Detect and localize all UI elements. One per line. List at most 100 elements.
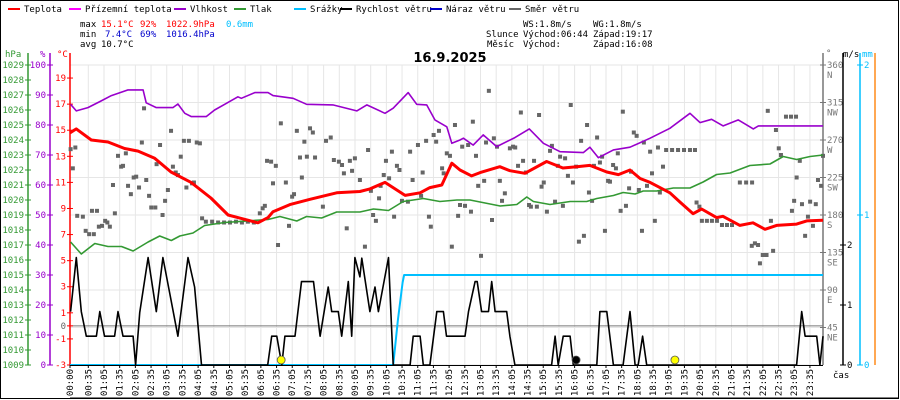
wind-direction-point: [576, 239, 581, 244]
wind-direction-point: [265, 158, 270, 163]
wind-direction-point: [749, 243, 754, 248]
direction-axis-tick-label: 180: [827, 211, 843, 221]
wind-direction-point: [687, 148, 692, 152]
x-tick-label: 06:35: [273, 369, 283, 396]
humidity-axis-tick-label: 30: [35, 271, 46, 281]
pressure-axis-tick-label: 1009: [2, 361, 24, 371]
stat-min-humidity: 69%: [140, 30, 157, 40]
stat-max-temp: 15.1°C: [101, 20, 134, 30]
stat-precip-total: 0.6mm: [226, 20, 253, 30]
wind-direction-point: [408, 149, 413, 154]
wind-direction-point: [103, 218, 108, 223]
temperature-axis-tick-label: 15: [55, 126, 66, 136]
x-tick-label: 08:35: [335, 369, 345, 396]
x-tick-label: 03:35: [178, 369, 188, 396]
humidity-axis-tick-label: 20: [35, 301, 46, 311]
temperature-axis-tick-label: 17: [55, 100, 66, 110]
wind-direction-point: [549, 143, 554, 148]
direction-axis-tick-label: 270: [827, 136, 843, 146]
temperature-axis-tick-label: 13: [55, 152, 66, 162]
wind-direction-point: [789, 208, 794, 213]
pressure-axis-tick-label: 1016: [2, 256, 24, 266]
stats-block: max 15.1°C 92% 1022.9hPa 0.6mm min 7.4°C…: [80, 20, 653, 50]
wind-direction-point: [819, 183, 824, 188]
wind-direction-point: [344, 226, 349, 231]
pressure-axis-tick-label: 1023: [2, 151, 24, 161]
moonset-marker: [571, 355, 581, 365]
wind-direction-point: [341, 171, 346, 176]
wind-direction-point: [484, 140, 489, 145]
wind-axis-tick-label: 1: [847, 301, 852, 311]
x-tick-label: 14:05: [508, 369, 518, 396]
x-tick-label: 00:00: [66, 369, 76, 396]
wind-direction-point: [597, 160, 602, 165]
wind-direction-point: [479, 253, 484, 258]
x-tick-label: 10:35: [398, 369, 408, 396]
wind-direction-point: [602, 228, 607, 233]
wind-direction-point: [431, 133, 436, 137]
wind-direction-point: [657, 190, 662, 195]
wind-direction-point: [260, 206, 265, 211]
wind-direction-point: [500, 198, 505, 203]
wind-direction-point: [813, 202, 818, 207]
wind-direction-point: [147, 193, 152, 198]
wind-direction-point: [586, 190, 591, 195]
wind-direction-point: [482, 178, 487, 183]
wind-direction-point: [424, 138, 429, 143]
legend: Teplota Přízemní teplota Vlhkost Tlak Srážky…: [8, 5, 579, 15]
pressure-axis-tick-label: 1027: [2, 91, 24, 101]
x-tick-label: 13:35: [492, 369, 502, 396]
direction-axis-tick-label: 225: [827, 174, 843, 184]
wind-direction-point: [670, 148, 675, 152]
legend-swatch: [8, 8, 20, 10]
wind-direction-point: [447, 153, 452, 158]
wind-direction-point: [560, 203, 565, 208]
wind-direction-point: [257, 211, 262, 216]
wind-direction-point: [292, 192, 297, 197]
temperature-axis-tick-label: 7: [61, 231, 66, 241]
direction-axis-compass-label: N: [827, 71, 832, 81]
wind-direction-point: [142, 106, 147, 111]
wind-direction-point: [737, 180, 742, 185]
wind-direction-point: [460, 144, 465, 149]
wind-direction-point: [794, 175, 799, 180]
legend-label: Směr větru: [525, 5, 579, 15]
wind-direction-point: [149, 205, 154, 210]
legend-swatch: [234, 8, 246, 10]
legend-label: Rychlost větru: [356, 5, 432, 15]
wind-direction-point: [357, 178, 362, 182]
x-tick-label: 17:35: [618, 369, 628, 396]
wind-direction-point: [636, 188, 641, 192]
pressure-axis-tick-label: 1029: [2, 61, 24, 71]
wind-direction-point: [650, 171, 655, 176]
legend-label: Přízemní teplota: [85, 5, 172, 15]
axes: 1029102810271026102510241023102210211020…: [2, 53, 876, 371]
wind-direction-point: [502, 191, 507, 196]
wind-direction-point: [154, 162, 159, 167]
wind-direction-point: [776, 146, 781, 151]
astro-markers: [276, 355, 680, 365]
temperature-axis-tick-label: 5: [61, 257, 66, 267]
wind-direction-point: [468, 209, 473, 214]
wind-direction-point: [760, 253, 765, 257]
wind-direction-point: [757, 261, 762, 266]
temperature-axis-tick-label: 11: [55, 178, 66, 188]
wind-direction-point: [778, 153, 783, 157]
wind-direction-point: [452, 123, 457, 127]
chart-title: 16.9.2025: [413, 51, 486, 66]
x-tick-label: 22:35: [775, 369, 785, 396]
wind-direction-point: [652, 218, 657, 223]
x-tick-label: 01:05: [100, 369, 110, 396]
wind-direction-point: [340, 163, 345, 167]
x-tick-label: 19:05: [665, 369, 675, 396]
wind-direction-point: [107, 224, 112, 229]
legend-label: Náraz větru: [446, 5, 506, 15]
humidity-axis-tick-label: 80: [35, 121, 46, 131]
wind-direction-point: [563, 156, 568, 161]
x-tick-label: 00:35: [84, 369, 94, 396]
stat-max-humidity: 92%: [140, 20, 157, 30]
wind-direction-point: [558, 154, 563, 159]
wind-direction-point: [544, 209, 549, 214]
wind-direction-point: [262, 203, 267, 208]
x-tick-label: 10:05: [382, 369, 392, 396]
